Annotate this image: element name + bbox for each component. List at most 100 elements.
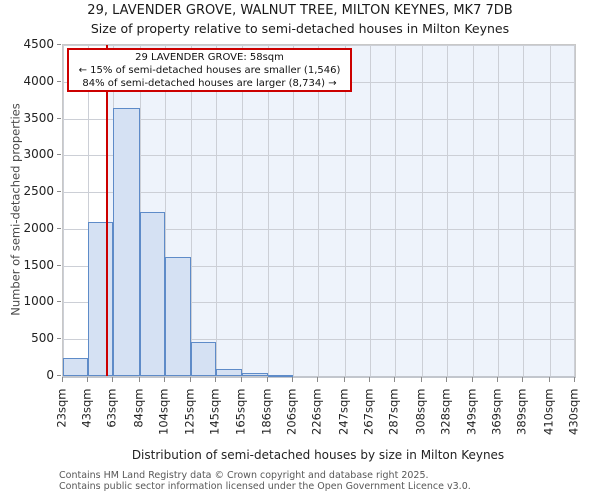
x-tick-label: 125sqm (182, 388, 197, 435)
y-tick-mark (57, 154, 61, 156)
y-tick-label: 1000 (23, 294, 54, 309)
x-tick-mark (420, 377, 422, 382)
vertical-gridline (241, 45, 243, 376)
x-tick-mark (522, 377, 524, 382)
y-tick-mark (57, 117, 61, 119)
y-tick-mark (57, 301, 61, 303)
x-tick-label: 369sqm (489, 388, 504, 435)
vertical-gridline (523, 45, 525, 376)
vertical-gridline (216, 45, 218, 376)
vertical-gridline (293, 45, 295, 376)
x-tick-mark (574, 377, 575, 382)
histogram-bar (88, 221, 114, 376)
y-tick-mark (57, 375, 61, 376)
property-size-marker-line (106, 45, 109, 376)
x-tick-label: 23sqm (54, 388, 69, 428)
y-tick-label: 500 (31, 331, 54, 346)
x-tick-mark (317, 377, 319, 382)
plot-area: 29 LAVENDER GROVE: 58sqm ← 15% of semi-d… (62, 44, 576, 378)
y-tick-mark (57, 264, 61, 266)
x-tick-label: 145sqm (207, 388, 222, 435)
vertical-gridline (318, 45, 320, 376)
y-tick-label: 2500 (23, 184, 54, 199)
x-tick-label: 247sqm (336, 388, 351, 435)
y-tick-mark (57, 80, 61, 82)
x-tick-mark (368, 377, 370, 382)
y-tick-mark (57, 191, 61, 193)
vertical-gridline (421, 45, 423, 376)
x-tick-mark (497, 377, 499, 382)
x-tick-mark (215, 377, 217, 382)
y-tick-label: 3000 (23, 147, 54, 162)
y-tick-mark (57, 227, 61, 229)
y-tick-mark (57, 338, 61, 340)
annotation-larger-text: 84% of semi-detached houses are larger (… (82, 77, 337, 89)
vertical-gridline (549, 45, 551, 376)
x-tick-mark (472, 377, 474, 382)
histogram-bar (268, 374, 294, 377)
x-tick-label: 430sqm (566, 388, 581, 435)
vertical-gridline (344, 45, 346, 376)
vertical-gridline (473, 45, 475, 376)
y-tick-mark (57, 44, 61, 45)
x-tick-label: 287sqm (386, 388, 401, 435)
footer-line-2: Contains public sector information licen… (59, 481, 471, 492)
x-tick-label: 63sqm (104, 388, 119, 428)
vertical-gridline (88, 45, 90, 376)
x-tick-mark (343, 377, 345, 382)
x-tick-mark (394, 377, 396, 382)
chart-title: 29, LAVENDER GROVE, WALNUT TREE, MILTON … (87, 3, 513, 18)
x-tick-label: 84sqm (131, 388, 146, 428)
vertical-gridline (139, 45, 141, 376)
histogram-bar (164, 256, 192, 376)
histogram-bar (241, 372, 269, 376)
vertical-gridline (63, 45, 64, 376)
vertical-gridline (574, 45, 575, 376)
histogram-bar (113, 108, 140, 376)
x-tick-mark (190, 377, 192, 382)
x-tick-mark (62, 377, 63, 382)
chart-subtitle: Size of property relative to semi-detach… (90, 21, 510, 36)
x-tick-mark (292, 377, 294, 382)
x-tick-mark (445, 377, 447, 382)
y-tick-label: 0 (46, 368, 54, 382)
x-tick-label: 43sqm (79, 388, 94, 428)
histogram-bar (63, 357, 89, 376)
x-tick-mark (240, 377, 242, 382)
y-tick-label: 2000 (23, 220, 54, 235)
x-tick-mark (548, 377, 550, 382)
x-tick-mark (163, 377, 165, 382)
x-tick-label: 267sqm (361, 388, 376, 435)
footer-line-1: Contains HM Land Registry data © Crown c… (59, 470, 429, 481)
y-tick-label: 4000 (23, 73, 54, 88)
x-tick-label: 410sqm (541, 388, 556, 435)
annotation-box: 29 LAVENDER GROVE: 58sqm ← 15% of semi-d… (67, 48, 352, 92)
vertical-gridline (498, 45, 500, 376)
x-tick-label: 328sqm (438, 388, 453, 435)
vertical-gridline (191, 45, 193, 376)
x-tick-label: 308sqm (413, 388, 428, 435)
x-tick-mark (87, 377, 89, 382)
x-tick-mark (112, 377, 114, 382)
x-tick-label: 165sqm (233, 388, 248, 435)
annotation-smaller-text: ← 15% of semi-detached houses are smalle… (78, 64, 341, 76)
y-tick-label: 4500 (23, 37, 54, 51)
x-tick-label: 104sqm (156, 388, 171, 435)
annotation-property-label: 29 LAVENDER GROVE: 58sqm (135, 51, 284, 63)
histogram-bar (139, 211, 165, 376)
y-axis-title: Number of semi-detached properties (8, 103, 23, 316)
histogram-bar (191, 342, 217, 376)
x-tick-label: 186sqm (259, 388, 274, 435)
x-tick-label: 389sqm (514, 388, 529, 435)
y-tick-label: 1500 (23, 257, 54, 272)
vertical-gridline (369, 45, 371, 376)
x-tick-mark (267, 377, 269, 382)
vertical-gridline (446, 45, 448, 376)
x-tick-mark (138, 377, 140, 382)
histogram-bar (216, 369, 242, 376)
vertical-gridline (395, 45, 397, 376)
x-tick-label: 206sqm (284, 388, 299, 435)
vertical-gridline (164, 45, 166, 376)
y-tick-label: 3500 (23, 110, 54, 125)
